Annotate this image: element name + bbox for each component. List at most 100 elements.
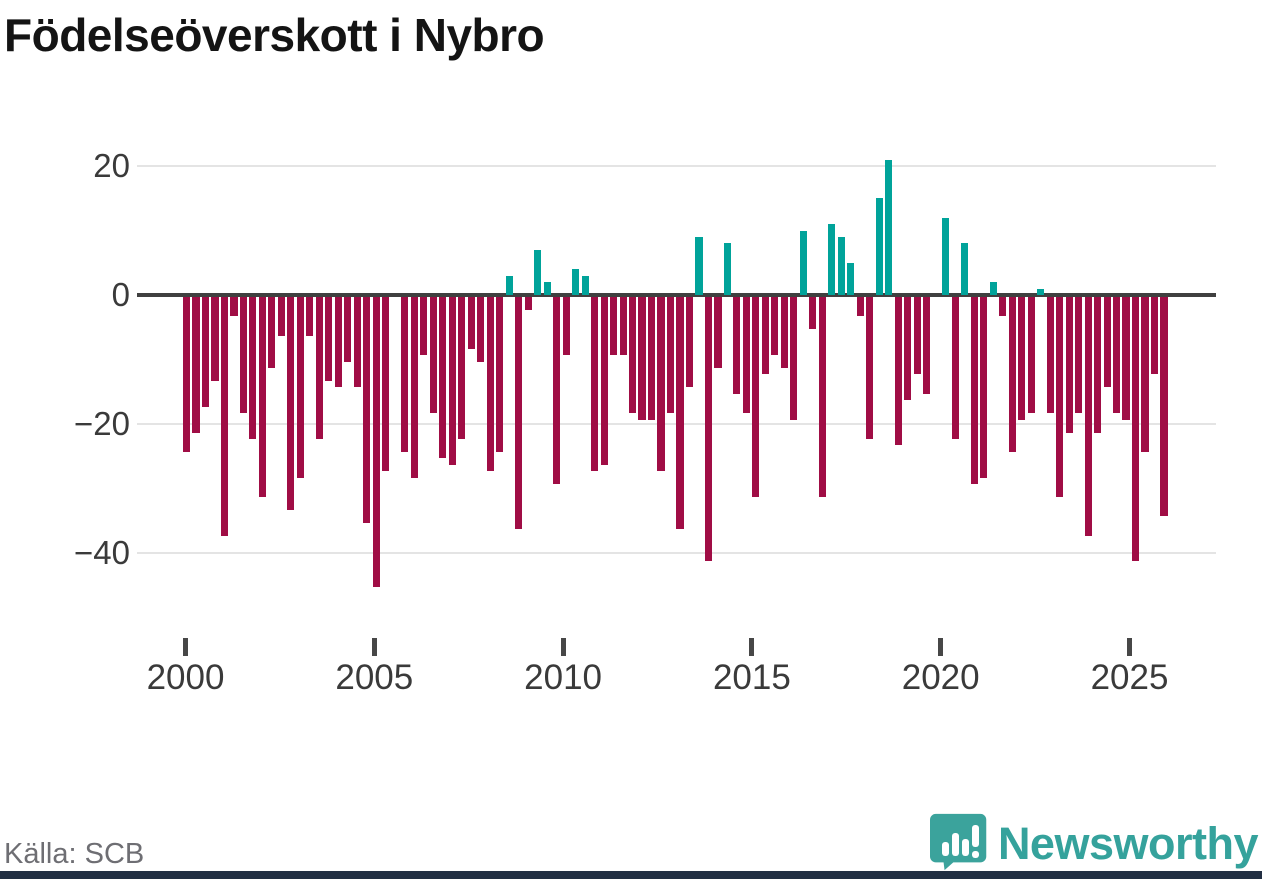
bar-2007-q1 — [448, 297, 456, 465]
bar-2014-q1 — [714, 297, 722, 368]
bar-2010-q4 — [591, 297, 599, 472]
bar-2020-q1 — [942, 217, 950, 295]
bar-2025-q3 — [1150, 297, 1159, 375]
bar-2013-q1 — [676, 297, 684, 530]
bar-plot: 2000 2005 2010 2015 2020 2025 — [137, 140, 1217, 697]
bar-2025-q4 — [1160, 297, 1168, 517]
bar-2023-q2 — [1065, 297, 1073, 433]
bar-2004-q3 — [353, 297, 361, 388]
bar-2011-q4 — [628, 297, 637, 414]
bar-2013-q2 — [685, 297, 694, 388]
bar-2005-q1 — [372, 297, 380, 588]
bar-2004-q2 — [344, 297, 352, 362]
bar-2022-q4 — [1046, 297, 1054, 414]
newsworthy-wordmark: Newsworthy — [997, 818, 1259, 869]
x-axis-tick — [560, 638, 566, 656]
bar-2012-q4 — [666, 297, 675, 414]
bar-2014-q4 — [742, 297, 750, 414]
bar-2023-q3 — [1075, 297, 1083, 414]
x-axis-label: 2020 — [901, 658, 980, 697]
bar-2008-q1 — [486, 297, 494, 472]
bar-2015-q2 — [761, 297, 769, 375]
bar-2003-q2 — [306, 297, 314, 336]
bar-2006-q4 — [439, 297, 447, 459]
x-axis-tick — [1127, 638, 1132, 656]
x-axis-label: 2015 — [712, 658, 791, 697]
bar-2011-q2 — [610, 297, 618, 356]
chart-title: Födelseöverskott i Nybro — [4, 9, 545, 61]
bar-2023-q1 — [1056, 297, 1064, 497]
bar-2010-q3 — [581, 275, 589, 296]
bar-2024-q1 — [1094, 297, 1102, 433]
bar-2018-q2 — [875, 198, 883, 296]
y-axis-label: 20 — [93, 147, 130, 184]
bar-2005-q2 — [382, 297, 390, 472]
bar-2006-q2 — [420, 297, 428, 356]
footer-accent-bar — [0, 871, 1262, 879]
bar-2025-q1 — [1131, 297, 1140, 562]
bar-2012-q3 — [657, 297, 665, 472]
y-axis-label: −20 — [74, 405, 130, 442]
bar-2002-q4 — [287, 297, 295, 510]
bar-2020-q2 — [951, 297, 959, 439]
bar-2019-q1 — [904, 297, 912, 401]
bar-2016-q1 — [790, 297, 798, 420]
y-axis-label: −40 — [74, 534, 130, 571]
bar-2014-q2 — [723, 243, 732, 295]
bar-2021-q1 — [980, 297, 988, 478]
bar-2000-q1 — [182, 297, 191, 452]
bar-2022-q3 — [1037, 288, 1045, 296]
newsworthy-logo: Newsworthy — [929, 812, 1259, 877]
bar-2008-q3 — [505, 275, 513, 296]
source-label: Källa: SCB — [4, 838, 145, 870]
bar-2008-q4 — [515, 297, 523, 530]
x-axis-label: 2005 — [335, 658, 414, 697]
bar-2006-q3 — [429, 297, 437, 414]
bar-2009-q4 — [553, 297, 561, 485]
bar-2004-q1 — [334, 297, 342, 388]
x-axis-tick — [749, 638, 755, 656]
bar-2018-q1 — [866, 297, 874, 439]
bar-2013-q4 — [704, 297, 713, 562]
bar-2016-q4 — [818, 297, 826, 497]
bar-2002-q1 — [258, 297, 266, 497]
bar-2017-q4 — [856, 297, 864, 317]
y-axis-label: 0 — [111, 276, 130, 313]
bar-2000-q2 — [192, 297, 200, 433]
bar-2022-q2 — [1027, 297, 1035, 414]
x-axis-label: 2010 — [524, 658, 603, 697]
bar-2024-q4 — [1122, 297, 1130, 420]
bar-2001-q1 — [220, 297, 229, 536]
zero-line — [137, 293, 1216, 297]
bar-2020-q3 — [961, 243, 969, 295]
bar-2014-q3 — [733, 297, 741, 394]
gridline — [137, 552, 1216, 554]
bar-2011-q3 — [619, 297, 627, 356]
bar-2017-q3 — [847, 262, 855, 296]
bar-2016-q2 — [799, 230, 807, 295]
bar-2005-q4 — [401, 297, 409, 452]
x-axis-label: 2000 — [146, 658, 225, 697]
bar-2012-q2 — [647, 297, 656, 420]
newsworthy-logo-icon — [929, 812, 988, 877]
bar-2007-q2 — [458, 297, 466, 439]
bar-2010-q1 — [562, 297, 570, 356]
bar-2007-q3 — [467, 297, 475, 349]
bar-2009-q1 — [524, 297, 532, 310]
bar-2000-q3 — [201, 297, 210, 407]
bar-2013-q3 — [695, 236, 703, 295]
bar-2009-q2 — [534, 249, 542, 295]
bar-2002-q2 — [268, 297, 276, 368]
bar-2020-q4 — [970, 297, 978, 485]
bar-2025-q2 — [1141, 297, 1149, 452]
bar-2023-q4 — [1084, 297, 1092, 536]
bar-2018-q4 — [894, 297, 902, 446]
x-axis-label: 2025 — [1090, 658, 1169, 697]
bar-2008-q2 — [496, 297, 504, 452]
bar-2024-q2 — [1103, 297, 1111, 388]
bar-2017-q1 — [828, 224, 836, 295]
gridline — [137, 165, 1216, 167]
bar-2012-q1 — [638, 297, 646, 420]
bar-2019-q2 — [913, 297, 921, 375]
